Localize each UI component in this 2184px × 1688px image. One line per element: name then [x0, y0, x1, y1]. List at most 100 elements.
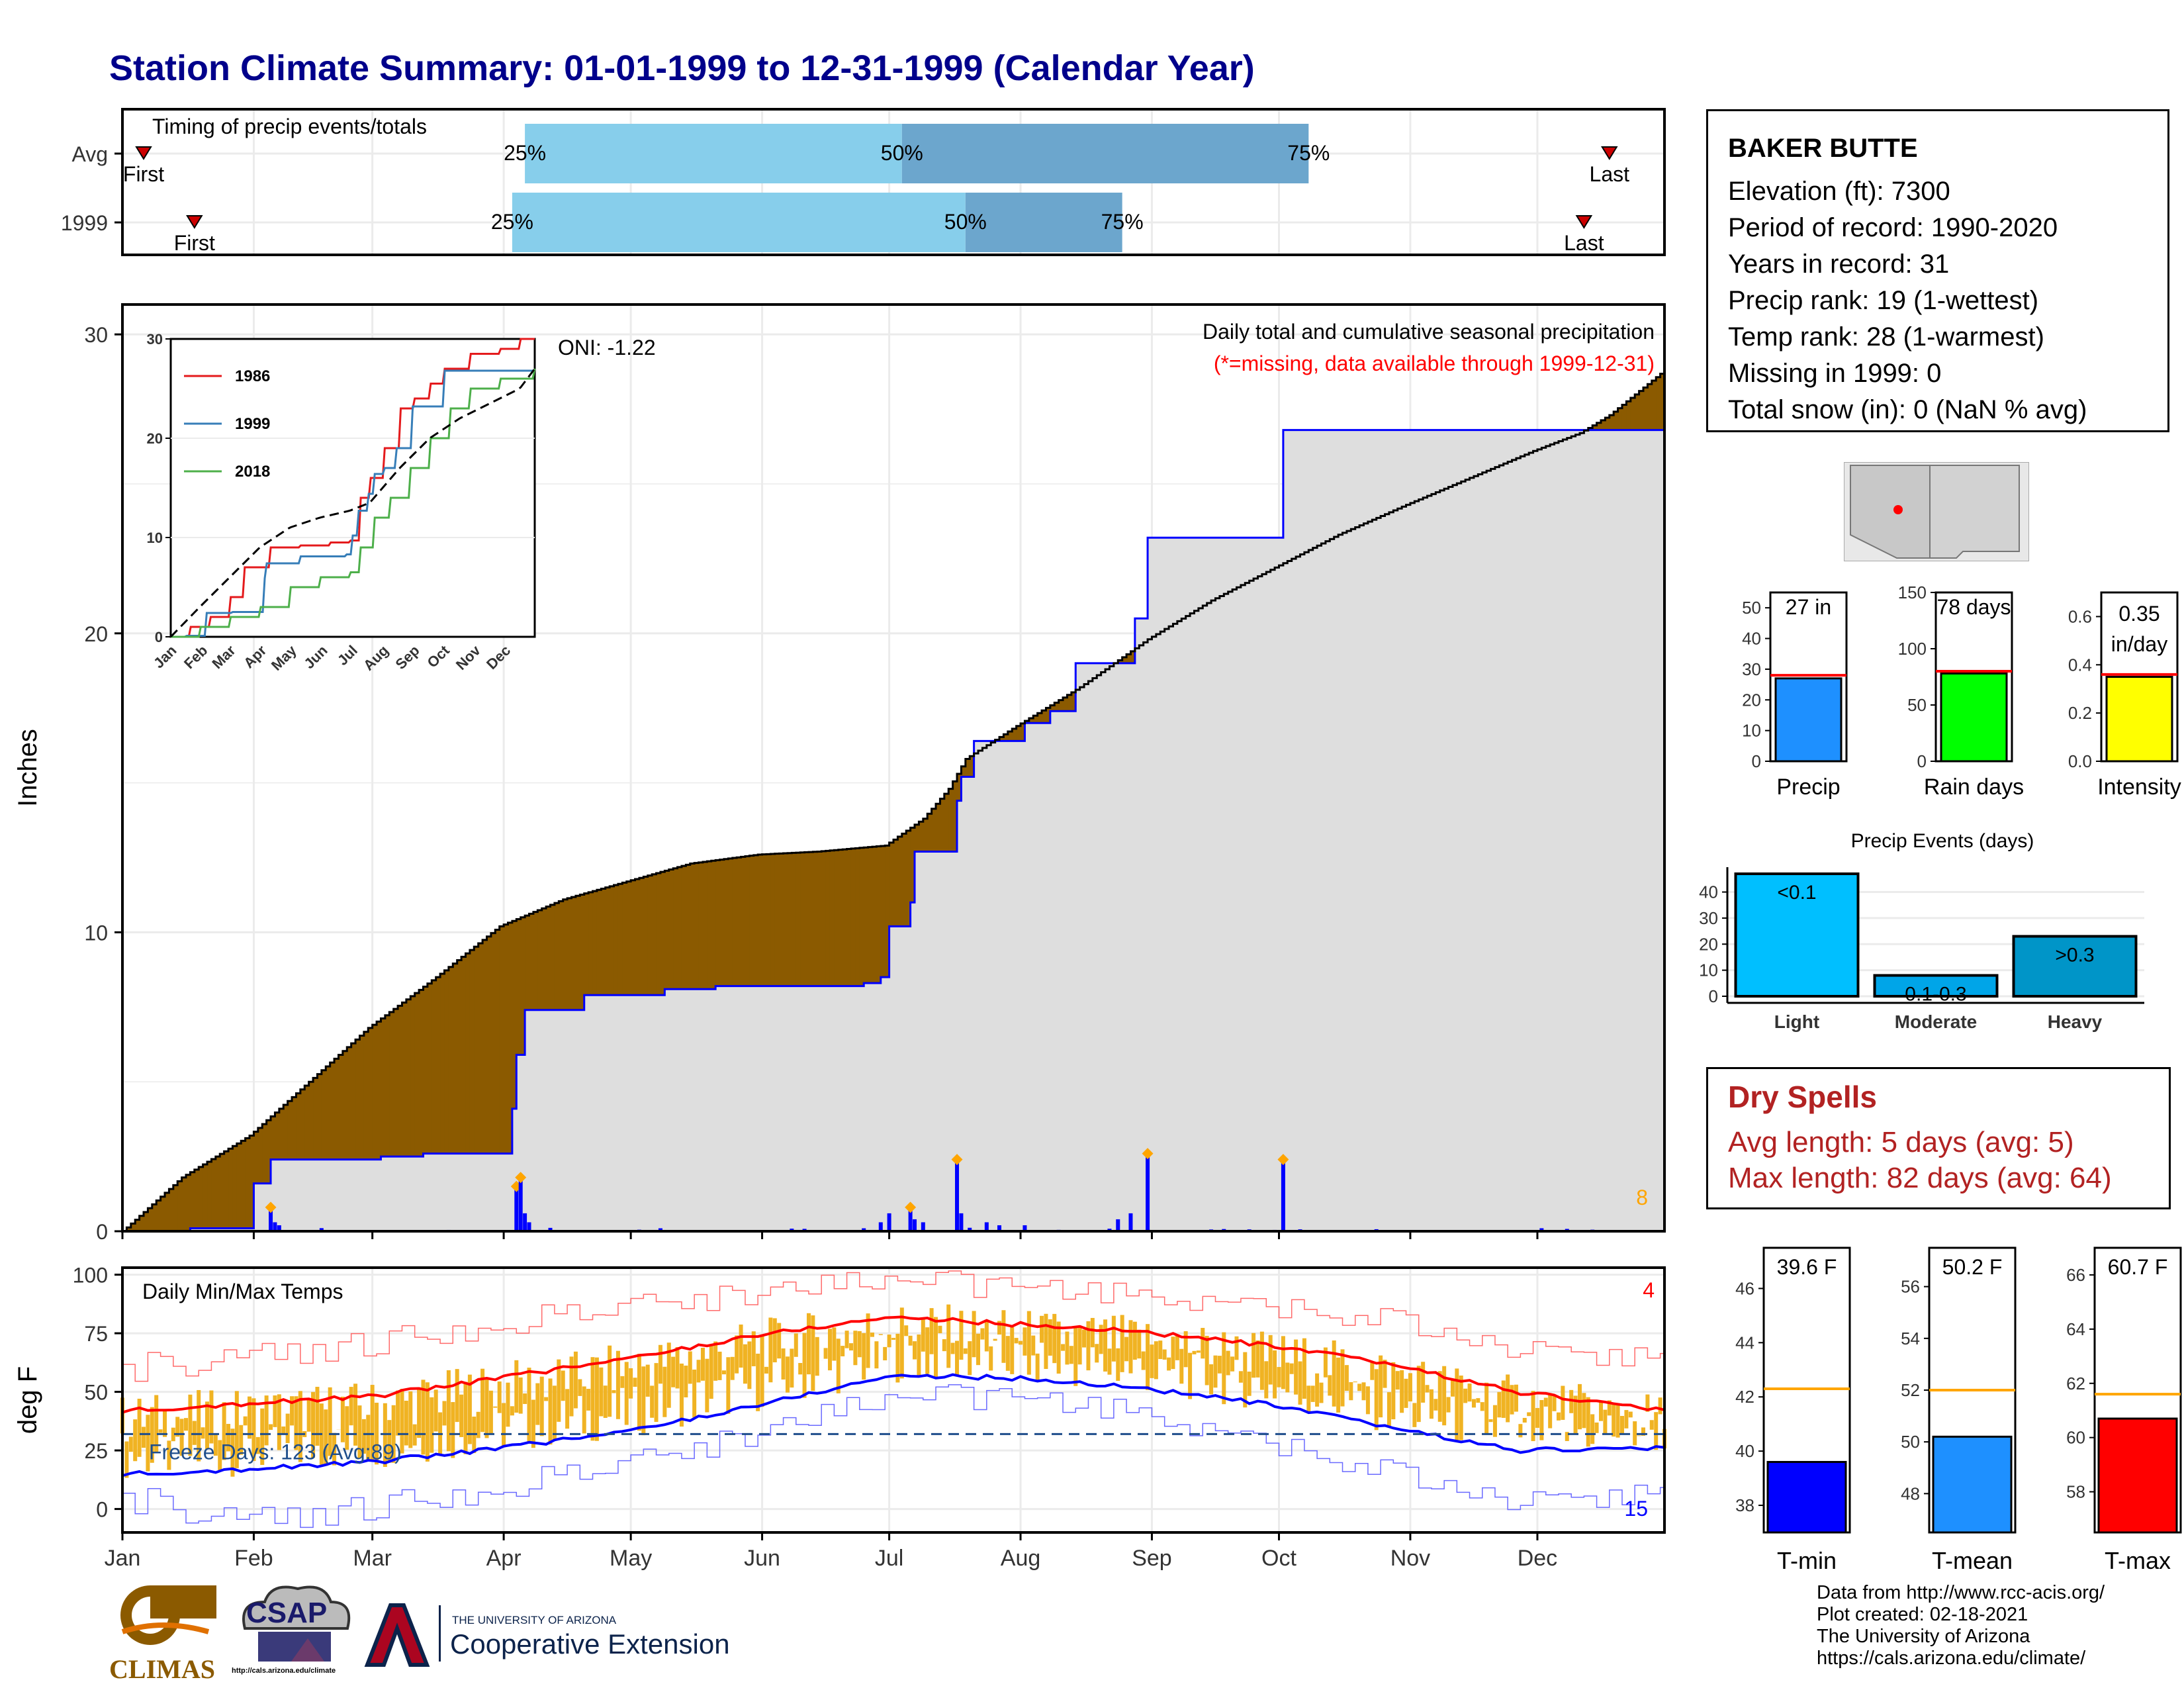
daily-temp-bar — [150, 1407, 154, 1463]
precip-deficit-area — [1046, 708, 1051, 724]
precip-events-bar — [2012, 935, 2138, 998]
precip-deficit-area — [245, 1138, 250, 1229]
daily-precip-bar — [913, 1219, 917, 1231]
daily-temp-bar — [1492, 1405, 1497, 1437]
precip-events-ytick-label: 20 — [1699, 934, 1718, 954]
daily-temp-bar — [1404, 1378, 1408, 1408]
daily-temp-bar — [934, 1317, 938, 1379]
temp-summary-label: T-mean — [1932, 1547, 2013, 1574]
daily-temp-bar — [612, 1390, 616, 1393]
climas-emblem — [120, 1585, 216, 1645]
daily-temp-bar — [1061, 1344, 1066, 1351]
precip-deficit-area — [275, 1112, 280, 1160]
daily-precip-bar — [878, 1222, 883, 1231]
precip-deficit-area — [457, 960, 462, 1154]
daily-temp-bar — [760, 1336, 764, 1407]
daily-temp-bar — [870, 1333, 874, 1337]
daily-temp-bar — [1306, 1385, 1311, 1413]
daily-temp-bar — [1255, 1340, 1260, 1378]
daily-temp-bar — [1612, 1403, 1616, 1437]
daily-temp-bar — [590, 1357, 595, 1441]
temp-summary-ytick-label: 44 — [1735, 1333, 1754, 1352]
daily-temp-bar — [1019, 1340, 1023, 1345]
daily-temp-bar — [1234, 1336, 1239, 1360]
precip-deficit-area — [868, 847, 873, 984]
temp-ytick-label: 100 — [73, 1264, 108, 1288]
daily-temp-bar — [1573, 1395, 1578, 1433]
daily-temp-bar — [1531, 1391, 1535, 1442]
precip-deficit-area — [283, 1105, 289, 1160]
daily-temp-bar — [832, 1327, 837, 1361]
daily-temp-bar — [1298, 1361, 1302, 1405]
daily-precip-bar — [269, 1207, 273, 1231]
daily-temp-bar — [1069, 1346, 1073, 1364]
precip-deficit-area — [690, 863, 695, 990]
daily-temp-bar — [1294, 1339, 1298, 1395]
precip-deficit-area — [656, 872, 661, 996]
temp-summary-label: T-min — [1777, 1547, 1837, 1574]
precip-deficit-area — [326, 1066, 331, 1160]
daily-temp-bar — [366, 1415, 371, 1461]
daily-temp-bar — [1522, 1417, 1527, 1423]
precip-deficit-area — [927, 814, 933, 852]
daily-temp-bar — [539, 1376, 544, 1436]
precip-deficit-area — [550, 904, 555, 1010]
summary-ytick-label: 0.4 — [2068, 655, 2092, 675]
daily-temp-bar — [1154, 1341, 1158, 1380]
daily-temp-bar — [218, 1440, 222, 1470]
daily-temp-bar — [497, 1381, 502, 1413]
daily-temp-bar — [1518, 1424, 1523, 1438]
daily-temp-bar — [476, 1411, 480, 1438]
daily-temp-bar — [913, 1341, 917, 1360]
summary-ytick-label: 0.6 — [2068, 606, 2092, 626]
daily-temp-bar — [756, 1353, 760, 1411]
daily-temp-bar — [488, 1390, 493, 1434]
month-label: Sep — [1132, 1546, 1172, 1571]
precip-deficit-area — [465, 953, 471, 1154]
daily-temp-bar — [984, 1321, 989, 1352]
precip-ylabel: Inches — [13, 729, 42, 807]
precip-deficit-area — [774, 853, 780, 986]
precip-deficit-area — [504, 924, 509, 1154]
daily-temp-bar — [997, 1321, 1002, 1335]
precip-deficit-area — [372, 1025, 377, 1160]
precip-deficit-area — [279, 1108, 284, 1160]
daily-precip-bar — [997, 1225, 1002, 1231]
precip-deficit-area — [681, 866, 686, 990]
temp-summary-ytick-label: 50 — [1901, 1432, 1920, 1452]
daily-temp-bar — [209, 1390, 214, 1444]
daily-temp-bar — [1158, 1340, 1163, 1360]
precip-deficit-area — [614, 885, 619, 996]
daily-temp-bar — [1065, 1331, 1069, 1365]
daily-temp-bar — [666, 1342, 671, 1408]
precip-deficit-area — [813, 851, 818, 986]
precip-deficit-area — [1024, 720, 1030, 724]
daily-temp-bar — [230, 1429, 235, 1477]
daily-temp-bar — [552, 1385, 557, 1440]
daily-temp-bar — [163, 1410, 167, 1437]
month-label: Jan — [105, 1546, 141, 1571]
precip-deficit-area — [631, 880, 636, 996]
precip-deficit-area — [271, 1116, 276, 1160]
precip-deficit-area — [135, 1219, 140, 1231]
daily-temp-bar — [535, 1383, 540, 1425]
daily-temp-bar — [1442, 1366, 1447, 1426]
precip-deficit-area — [1126, 654, 1132, 663]
precip-deficit-area — [508, 922, 513, 1154]
daily-temp-bar — [349, 1387, 353, 1426]
daily-temp-bar — [1201, 1327, 1205, 1359]
daily-precip-bar — [1023, 1225, 1027, 1231]
daily-temp-bar — [171, 1427, 175, 1442]
daily-temp-bar — [273, 1395, 277, 1427]
precip-deficit-area — [554, 903, 559, 1010]
daily-temp-bar — [1315, 1373, 1320, 1407]
precip-deficit-area — [923, 818, 928, 852]
daily-temp-bar — [1209, 1364, 1214, 1395]
daily-precip-marker — [905, 1201, 917, 1213]
daily-temp-bar — [1395, 1371, 1400, 1390]
daily-temp-bar — [1590, 1414, 1595, 1444]
ua-divider — [439, 1605, 441, 1662]
daily-temp-bar — [658, 1344, 662, 1384]
csap-logo: CSAP http://cals.arizona.edu/climate — [232, 1582, 357, 1685]
precip-deficit-area — [165, 1192, 170, 1231]
